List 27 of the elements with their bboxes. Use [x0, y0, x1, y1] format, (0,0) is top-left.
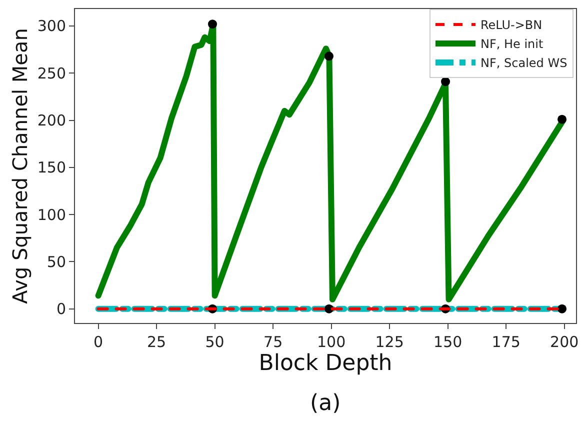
- y-tick-label: 150: [37, 158, 66, 177]
- legend-label: NF, He init: [480, 37, 544, 52]
- y-axis-title: Avg Squared Channel Mean: [8, 28, 32, 304]
- y-tick-label: 50: [46, 252, 66, 271]
- point: [441, 77, 450, 86]
- x-tick-label: 175: [492, 333, 520, 351]
- legend-label: NF, Scaled WS: [480, 56, 568, 70]
- x-tick-label: 150: [434, 333, 462, 351]
- x-tick-label: 100: [317, 333, 346, 351]
- x-tick-label: 125: [375, 333, 404, 351]
- point: [558, 114, 567, 124]
- x-tick-label: 50: [205, 333, 224, 351]
- point: [558, 304, 567, 314]
- point: [208, 20, 217, 29]
- legend-label: ReLU->BN: [480, 18, 542, 32]
- y-tick-label: 200: [37, 112, 66, 130]
- y-tick-label: 0: [56, 300, 66, 318]
- x-tick-label: 25: [147, 333, 166, 351]
- y-tick-label: 250: [37, 64, 66, 82]
- x-axis-title: Block Depth: [258, 351, 392, 376]
- x-tick-label: 0: [94, 333, 104, 351]
- y-tick-label: 300: [37, 17, 66, 36]
- point: [324, 52, 334, 61]
- text: (a): [310, 391, 341, 416]
- y-tick-label: 100: [37, 206, 66, 224]
- x-tick-label: 75: [264, 333, 283, 351]
- x-tick-label: 200: [550, 333, 579, 351]
